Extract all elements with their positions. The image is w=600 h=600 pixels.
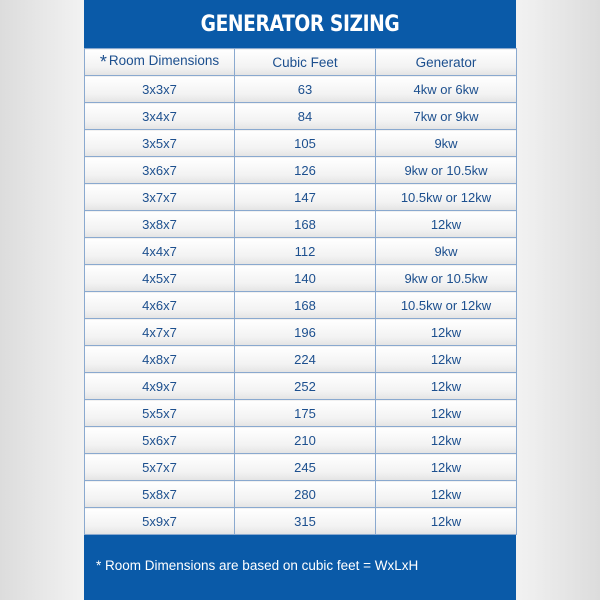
cell-room-dimensions: 4x8x7 bbox=[84, 345, 235, 373]
cell-generator: 9kw or 10.5kw bbox=[375, 264, 517, 292]
cell-generator: 12kw bbox=[375, 453, 517, 481]
header-cubic-feet: Cubic Feet bbox=[234, 48, 376, 76]
table-row: 5x5x7 175 12kw bbox=[84, 399, 517, 427]
table-header-row: * Room Dimensions Cubic Feet Generator bbox=[84, 48, 517, 76]
cell-cubic-feet: 175 bbox=[234, 399, 376, 427]
cell-generator: 12kw bbox=[375, 345, 517, 373]
cell-cubic-feet: 168 bbox=[234, 210, 376, 238]
cell-room-dimensions: 3x3x7 bbox=[84, 75, 235, 103]
table-row: 3x4x7 84 7kw or 9kw bbox=[84, 102, 517, 130]
cell-generator: 12kw bbox=[375, 399, 517, 427]
cell-generator: 12kw bbox=[375, 507, 517, 535]
cell-generator: 10.5kw or 12kw bbox=[375, 183, 517, 211]
table-row: 4x9x7 252 12kw bbox=[84, 372, 517, 400]
cell-room-dimensions: 3x5x7 bbox=[84, 129, 235, 157]
cell-cubic-feet: 245 bbox=[234, 453, 376, 481]
table-row: 3x7x7 147 10.5kw or 12kw bbox=[84, 183, 517, 211]
table-row: 5x6x7 210 12kw bbox=[84, 426, 517, 454]
cell-room-dimensions: 4x4x7 bbox=[84, 237, 235, 265]
cell-room-dimensions: 5x8x7 bbox=[84, 480, 235, 508]
cell-generator: 9kw bbox=[375, 237, 517, 265]
cell-room-dimensions: 4x7x7 bbox=[84, 318, 235, 346]
cell-generator: 7kw or 9kw bbox=[375, 102, 517, 130]
cell-cubic-feet: 112 bbox=[234, 237, 376, 265]
cell-generator: 12kw bbox=[375, 372, 517, 400]
table-row: 4x4x7 112 9kw bbox=[84, 237, 517, 265]
table-row: 5x8x7 280 12kw bbox=[84, 480, 517, 508]
table-row: 5x9x7 315 12kw bbox=[84, 507, 517, 535]
table-row: 3x3x7 63 4kw or 6kw bbox=[84, 75, 517, 103]
cell-cubic-feet: 280 bbox=[234, 480, 376, 508]
generator-sizing-panel: GENERATOR SIZING * Room Dimensions Cubic … bbox=[84, 0, 517, 600]
cell-room-dimensions: 3x7x7 bbox=[84, 183, 235, 211]
cell-cubic-feet: 140 bbox=[234, 264, 376, 292]
table-row: 4x7x7 196 12kw bbox=[84, 318, 517, 346]
table-row: 3x6x7 126 9kw or 10.5kw bbox=[84, 156, 517, 184]
table-row: 5x7x7 245 12kw bbox=[84, 453, 517, 481]
footnote: * Room Dimensions are based on cubic fee… bbox=[96, 558, 419, 573]
cell-room-dimensions: 3x4x7 bbox=[84, 102, 235, 130]
cell-cubic-feet: 105 bbox=[234, 129, 376, 157]
cell-cubic-feet: 315 bbox=[234, 507, 376, 535]
cell-generator: 12kw bbox=[375, 318, 517, 346]
cell-cubic-feet: 196 bbox=[234, 318, 376, 346]
cell-room-dimensions: 3x6x7 bbox=[84, 156, 235, 184]
cell-room-dimensions: 4x9x7 bbox=[84, 372, 235, 400]
table-row: 4x8x7 224 12kw bbox=[84, 345, 517, 373]
cell-cubic-feet: 252 bbox=[234, 372, 376, 400]
cell-room-dimensions: 5x7x7 bbox=[84, 453, 235, 481]
cell-cubic-feet: 63 bbox=[234, 75, 376, 103]
cell-cubic-feet: 168 bbox=[234, 291, 376, 319]
sizing-table: * Room Dimensions Cubic Feet Generator 3x… bbox=[84, 48, 517, 535]
cell-room-dimensions: 4x5x7 bbox=[84, 264, 235, 292]
cell-generator: 9kw bbox=[375, 129, 517, 157]
cell-generator: 12kw bbox=[375, 210, 517, 238]
cell-generator: 12kw bbox=[375, 480, 517, 508]
page-title: GENERATOR SIZING bbox=[200, 12, 400, 37]
cell-room-dimensions: 5x6x7 bbox=[84, 426, 235, 454]
table-row: 4x5x7 140 9kw or 10.5kw bbox=[84, 264, 517, 292]
cell-room-dimensions: 5x9x7 bbox=[84, 507, 235, 535]
table-row: 3x8x7 168 12kw bbox=[84, 210, 517, 238]
header-generator: Generator bbox=[375, 48, 517, 76]
cell-generator: 9kw or 10.5kw bbox=[375, 156, 517, 184]
cell-cubic-feet: 126 bbox=[234, 156, 376, 184]
cell-cubic-feet: 224 bbox=[234, 345, 376, 373]
cell-cubic-feet: 147 bbox=[234, 183, 376, 211]
cell-room-dimensions: 5x5x7 bbox=[84, 399, 235, 427]
header-room-dimensions: * Room Dimensions bbox=[84, 48, 235, 76]
cell-generator: 4kw or 6kw bbox=[375, 75, 517, 103]
cell-generator: 12kw bbox=[375, 426, 517, 454]
table-row: 4x6x7 168 10.5kw or 12kw bbox=[84, 291, 517, 319]
cell-generator: 10.5kw or 12kw bbox=[375, 291, 517, 319]
asterisk-icon: * bbox=[99, 51, 107, 72]
cell-room-dimensions: 3x8x7 bbox=[84, 210, 235, 238]
cell-cubic-feet: 84 bbox=[234, 102, 376, 130]
cell-room-dimensions: 4x6x7 bbox=[84, 291, 235, 319]
cell-cubic-feet: 210 bbox=[234, 426, 376, 454]
table-row: 3x5x7 105 9kw bbox=[84, 129, 517, 157]
